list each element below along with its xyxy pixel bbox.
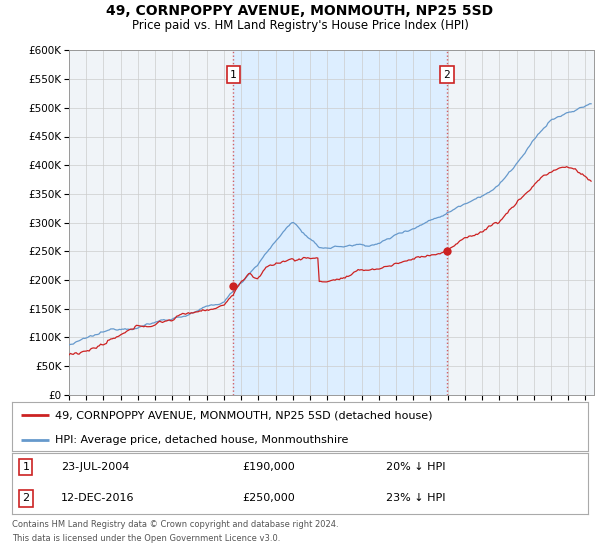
Text: £250,000: £250,000 — [242, 493, 295, 503]
Text: Price paid vs. HM Land Registry's House Price Index (HPI): Price paid vs. HM Land Registry's House … — [131, 19, 469, 32]
Text: 2: 2 — [443, 69, 450, 80]
Text: £190,000: £190,000 — [242, 462, 295, 472]
Text: 2: 2 — [22, 493, 29, 503]
Text: 49, CORNPOPPY AVENUE, MONMOUTH, NP25 5SD (detached house): 49, CORNPOPPY AVENUE, MONMOUTH, NP25 5SD… — [55, 410, 433, 421]
Bar — [233, 50, 447, 395]
Text: 20% ↓ HPI: 20% ↓ HPI — [386, 462, 446, 472]
Text: 23-JUL-2004: 23-JUL-2004 — [61, 462, 130, 472]
Text: 49, CORNPOPPY AVENUE, MONMOUTH, NP25 5SD: 49, CORNPOPPY AVENUE, MONMOUTH, NP25 5SD — [106, 4, 494, 18]
Text: Contains HM Land Registry data © Crown copyright and database right 2024.: Contains HM Land Registry data © Crown c… — [12, 520, 338, 529]
Text: 1: 1 — [22, 462, 29, 472]
Text: 23% ↓ HPI: 23% ↓ HPI — [386, 493, 446, 503]
Text: 1: 1 — [230, 69, 237, 80]
Text: This data is licensed under the Open Government Licence v3.0.: This data is licensed under the Open Gov… — [12, 534, 280, 543]
Text: 12-DEC-2016: 12-DEC-2016 — [61, 493, 134, 503]
Text: HPI: Average price, detached house, Monmouthshire: HPI: Average price, detached house, Monm… — [55, 435, 349, 445]
